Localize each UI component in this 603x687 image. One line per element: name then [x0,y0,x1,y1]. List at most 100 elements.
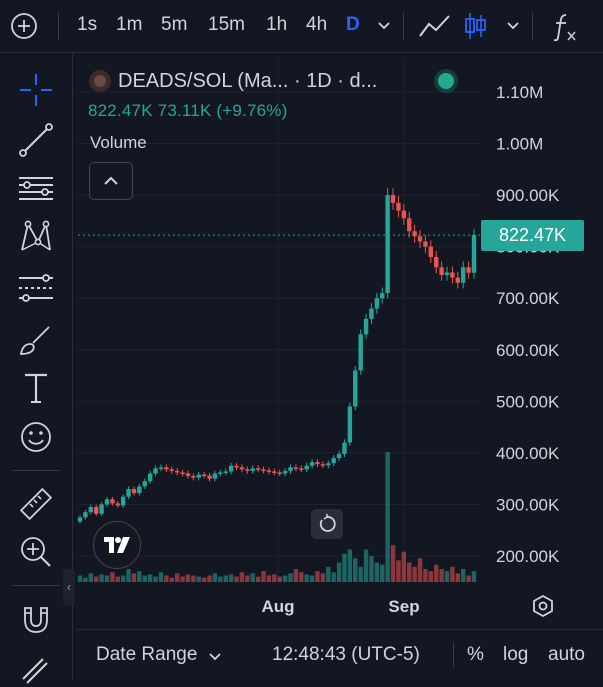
candle-body [218,472,223,474]
volume-bar [196,576,201,582]
candle-body [185,473,191,477]
candle-body [180,472,185,474]
toolbar-divider [58,12,59,40]
volume-bar [461,569,466,582]
top-toolbar: 1s 1m 5m 15m 1h 4h D [0,0,603,53]
tradingview-logo[interactable] [93,521,141,569]
candles [77,188,477,524]
auto-scale-toggle[interactable]: auto [548,644,585,665]
interval-d[interactable]: D [346,14,360,35]
candle-body [363,318,369,335]
volume-bar [439,569,444,582]
candle-body [147,473,153,482]
percent-scale-toggle[interactable]: % [467,644,484,665]
brush-icon[interactable] [17,320,55,358]
candle-body [164,467,169,470]
interval-1s[interactable]: 1s [77,14,98,35]
candle-body [234,465,239,468]
reset-chart-button[interactable] [311,509,343,539]
volume-bar [212,573,218,582]
measure-icon[interactable] [17,485,55,523]
interval-1h[interactable]: 1h [266,14,288,35]
volume-bar [444,571,450,582]
ruler-lines-icon[interactable] [17,269,55,307]
candle-body [444,272,450,276]
volume-bar [272,574,277,582]
volume-indicator-label[interactable]: Volume [90,133,147,152]
text-icon[interactable] [17,369,55,407]
candle-body [407,218,412,232]
collapse-indicators-button[interactable] [89,162,133,200]
pencil-lock-icon[interactable] [17,649,55,687]
chevron-down-icon[interactable] [208,650,222,664]
log-scale-toggle[interactable]: log [503,644,529,665]
volume-bar [385,452,390,582]
line-chart-icon[interactable] [418,12,452,40]
emoji-icon[interactable] [17,418,55,456]
magnet-icon[interactable] [17,600,55,638]
volume-bar [358,566,363,582]
symbol-title[interactable]: DEADS/SOL (Ma... · 1D · d... [118,70,378,92]
zoom-in-icon[interactable] [17,533,55,571]
candle-body [77,517,83,522]
volume-bar [342,553,347,582]
candle-body [396,202,401,211]
volume-bar [471,571,477,582]
candle-body [207,475,212,479]
volume-bar [299,572,304,582]
candle-body [282,470,288,474]
candle-body [347,406,353,443]
chevron-down-icon[interactable] [505,18,521,34]
volume-bar [104,575,110,582]
interval-15m[interactable]: 15m [208,14,245,35]
horizontal-lines-icon[interactable] [17,170,55,208]
interval-1m[interactable]: 1m [116,14,143,35]
candle-body [309,462,315,466]
ohlc-values: 822.47K 73.11K (+9.76%) [88,101,288,120]
volume-bar [450,566,455,582]
interval-4h[interactable]: 4h [306,14,328,35]
function-icon[interactable] [552,12,578,42]
volume-bar [277,576,282,582]
volume-bar [185,574,191,582]
chart-settings-icon[interactable] [531,594,555,618]
interval-5m[interactable]: 5m [161,14,188,35]
candle-body [342,442,347,454]
pattern-icon[interactable] [17,218,55,256]
y-tick-label: 200.00K [496,547,560,566]
volume-bar [115,576,120,582]
candle-body [428,246,434,257]
chevron-down-icon[interactable] [376,18,392,34]
candle-body [255,468,261,470]
y-tick-label: 300.00K [496,495,560,514]
y-axis-ticks: 1.10M1.00M900.00K800.00K700.00K600.00K50… [496,83,560,566]
candle-body [293,467,299,469]
volume-bar [455,573,461,582]
candle-body [417,236,423,242]
volume-bar [147,574,153,582]
price-chart[interactable]: 1.10M1.00M900.00K800.00K700.00K600.00K50… [0,0,603,629]
candle-body [455,277,461,283]
volume-bar [191,575,196,582]
volume-bar [201,577,207,582]
clock-timezone[interactable]: 12:48:43 (UTC-5) [272,644,420,665]
candles-icon[interactable] [464,11,488,41]
candle-body [93,507,99,514]
volume-bar [174,573,180,582]
candle-body [299,468,304,470]
date-range-button[interactable]: Date Range [96,644,198,665]
candle-body [137,486,142,494]
toolbar-collapse-handle[interactable]: ‹ [63,569,75,605]
plus-circle-icon[interactable] [10,12,38,40]
volume-bar [77,575,83,582]
x-tick-label: Sep [388,597,419,616]
volume-bar [347,549,353,582]
volume-bar [255,576,261,582]
candle-body [201,474,207,477]
candle-body [104,499,110,505]
volume-bar [245,575,250,582]
trend-line-icon[interactable] [17,121,55,159]
candle-body [450,272,455,278]
crosshair-icon[interactable] [17,71,55,109]
candle-body [358,334,363,371]
